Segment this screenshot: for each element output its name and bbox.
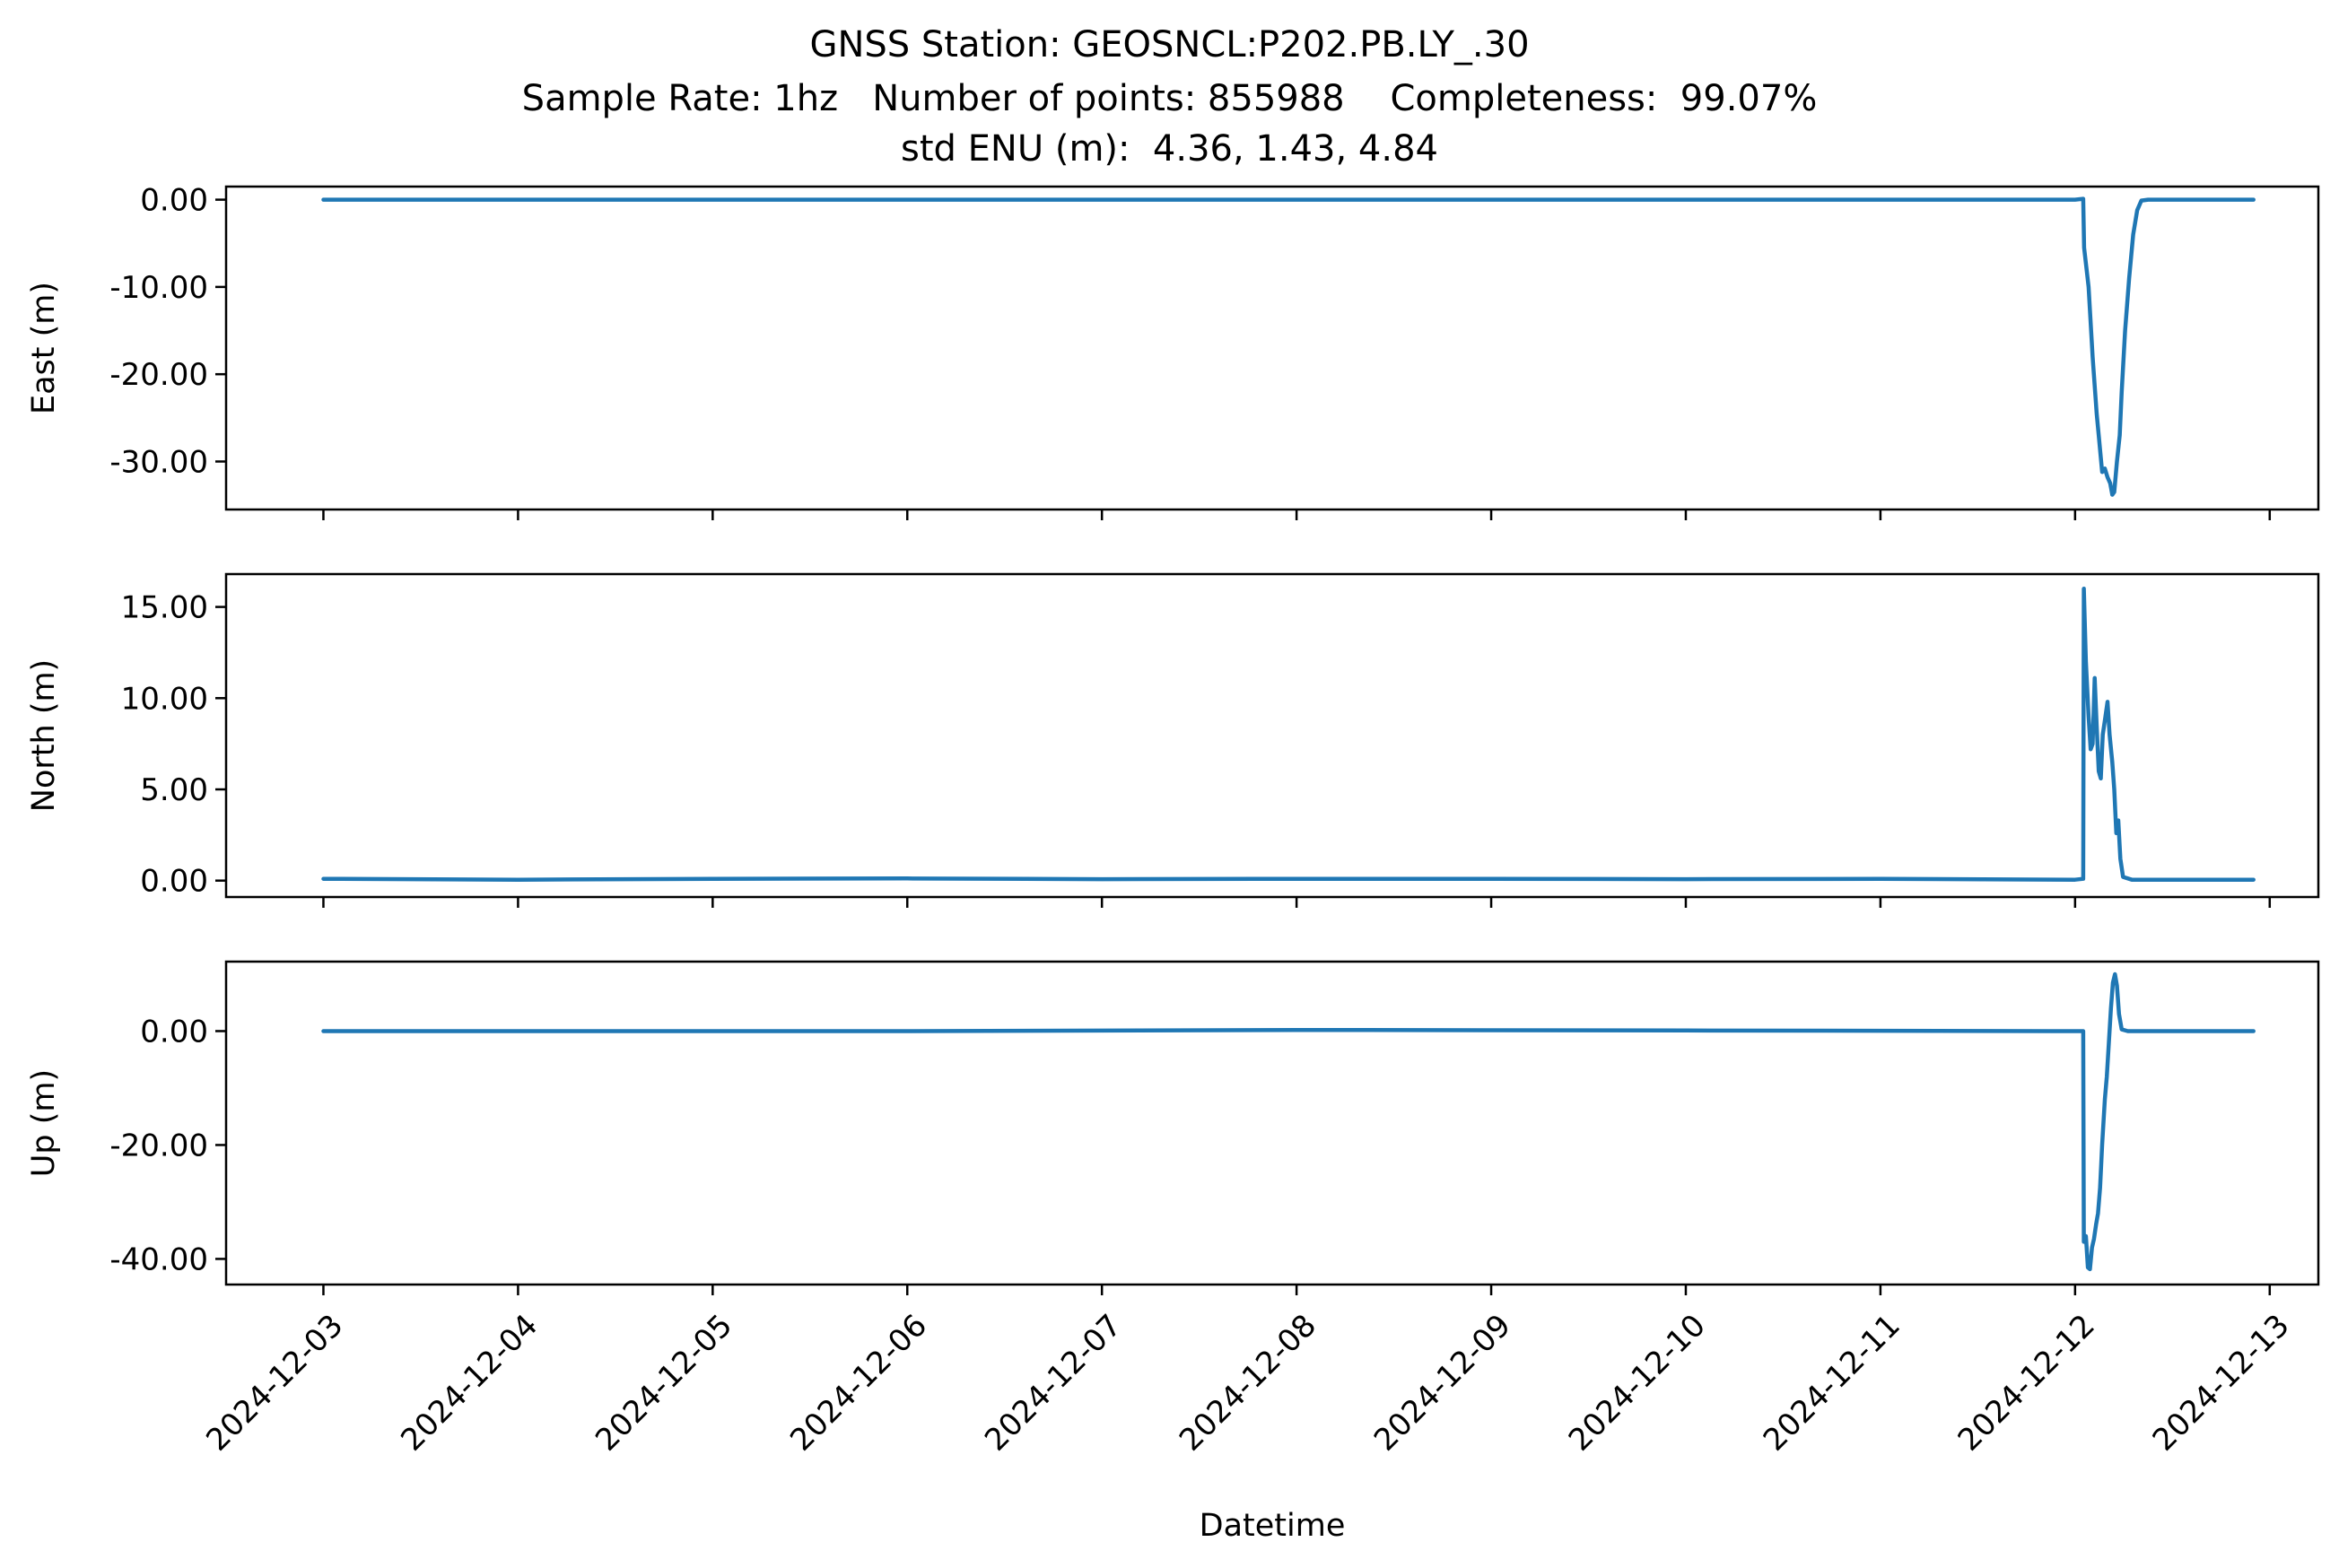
east-axes-frame	[224, 185, 2320, 511]
chart-title-line-3: std ENU (m): 4.36, 1.43, 4.84	[901, 128, 1438, 170]
north-y-tick-label: 10.00	[121, 681, 208, 717]
north-y-tick-label: 15.00	[121, 590, 208, 626]
x-tick-label: 2024-12-09	[1367, 1308, 1518, 1459]
north-y-tick-label: 0.00	[140, 864, 208, 900]
east-panel: 0.00 -10.00 -20.00 -30.00 East (m)	[26, 183, 2320, 520]
x-tick-label: 2024-12-04	[394, 1308, 545, 1459]
north-panel: 0.00 5.00 10.00 15.00 North (m)	[26, 572, 2320, 908]
x-axis-label: Datetime	[1200, 1508, 1346, 1544]
x-tick-label: 2024-12-03	[199, 1308, 350, 1459]
up-series-line	[321, 971, 2256, 1272]
x-tick-label: 2024-12-13	[2146, 1308, 2297, 1459]
east-y-tick-label: 0.00	[140, 183, 208, 219]
up-y-axis-label: Up (m)	[26, 1069, 62, 1177]
north-y-tick-label: 5.00	[140, 772, 208, 808]
up-y-tick-label: -40.00	[109, 1241, 208, 1277]
up-y-tick-label: 0.00	[140, 1014, 208, 1050]
x-tick-label: 2024-12-12	[1951, 1308, 2102, 1459]
x-tick-label: 2024-12-08	[1173, 1308, 1323, 1459]
east-y-tick-label: -20.00	[109, 357, 208, 393]
x-tick-label: 2024-12-10	[1562, 1308, 1713, 1459]
east-y-axis-label: East (m)	[26, 282, 62, 414]
east-y-tick-label: -30.00	[109, 444, 208, 480]
east-series-line	[321, 196, 2256, 497]
x-tick-label: 2024-12-07	[978, 1308, 1129, 1459]
north-series-line	[321, 587, 2256, 882]
up-axes-frame	[224, 960, 2320, 1286]
east-y-tick-label: -10.00	[109, 270, 208, 306]
x-tick-label: 2024-12-05	[589, 1308, 739, 1459]
x-tick-label: 2024-12-11	[1757, 1308, 1907, 1459]
up-y-tick-label: -20.00	[109, 1128, 208, 1163]
x-tick-label: 2024-12-06	[783, 1308, 934, 1459]
up-panel: 0.00 -20.00 -40.00 Up (m) 2024-12-03 2024-12-…	[26, 960, 2320, 1459]
chart-title-line-2: Sample Rate: 1hz Number of points: 85598…	[521, 78, 1818, 119]
north-axes-frame	[224, 572, 2320, 899]
chart-title-line-1: GNSS Station: GEOSNCL:P202.PB.LY_.30	[809, 24, 1530, 65]
north-y-axis-label: North (m)	[26, 659, 62, 812]
